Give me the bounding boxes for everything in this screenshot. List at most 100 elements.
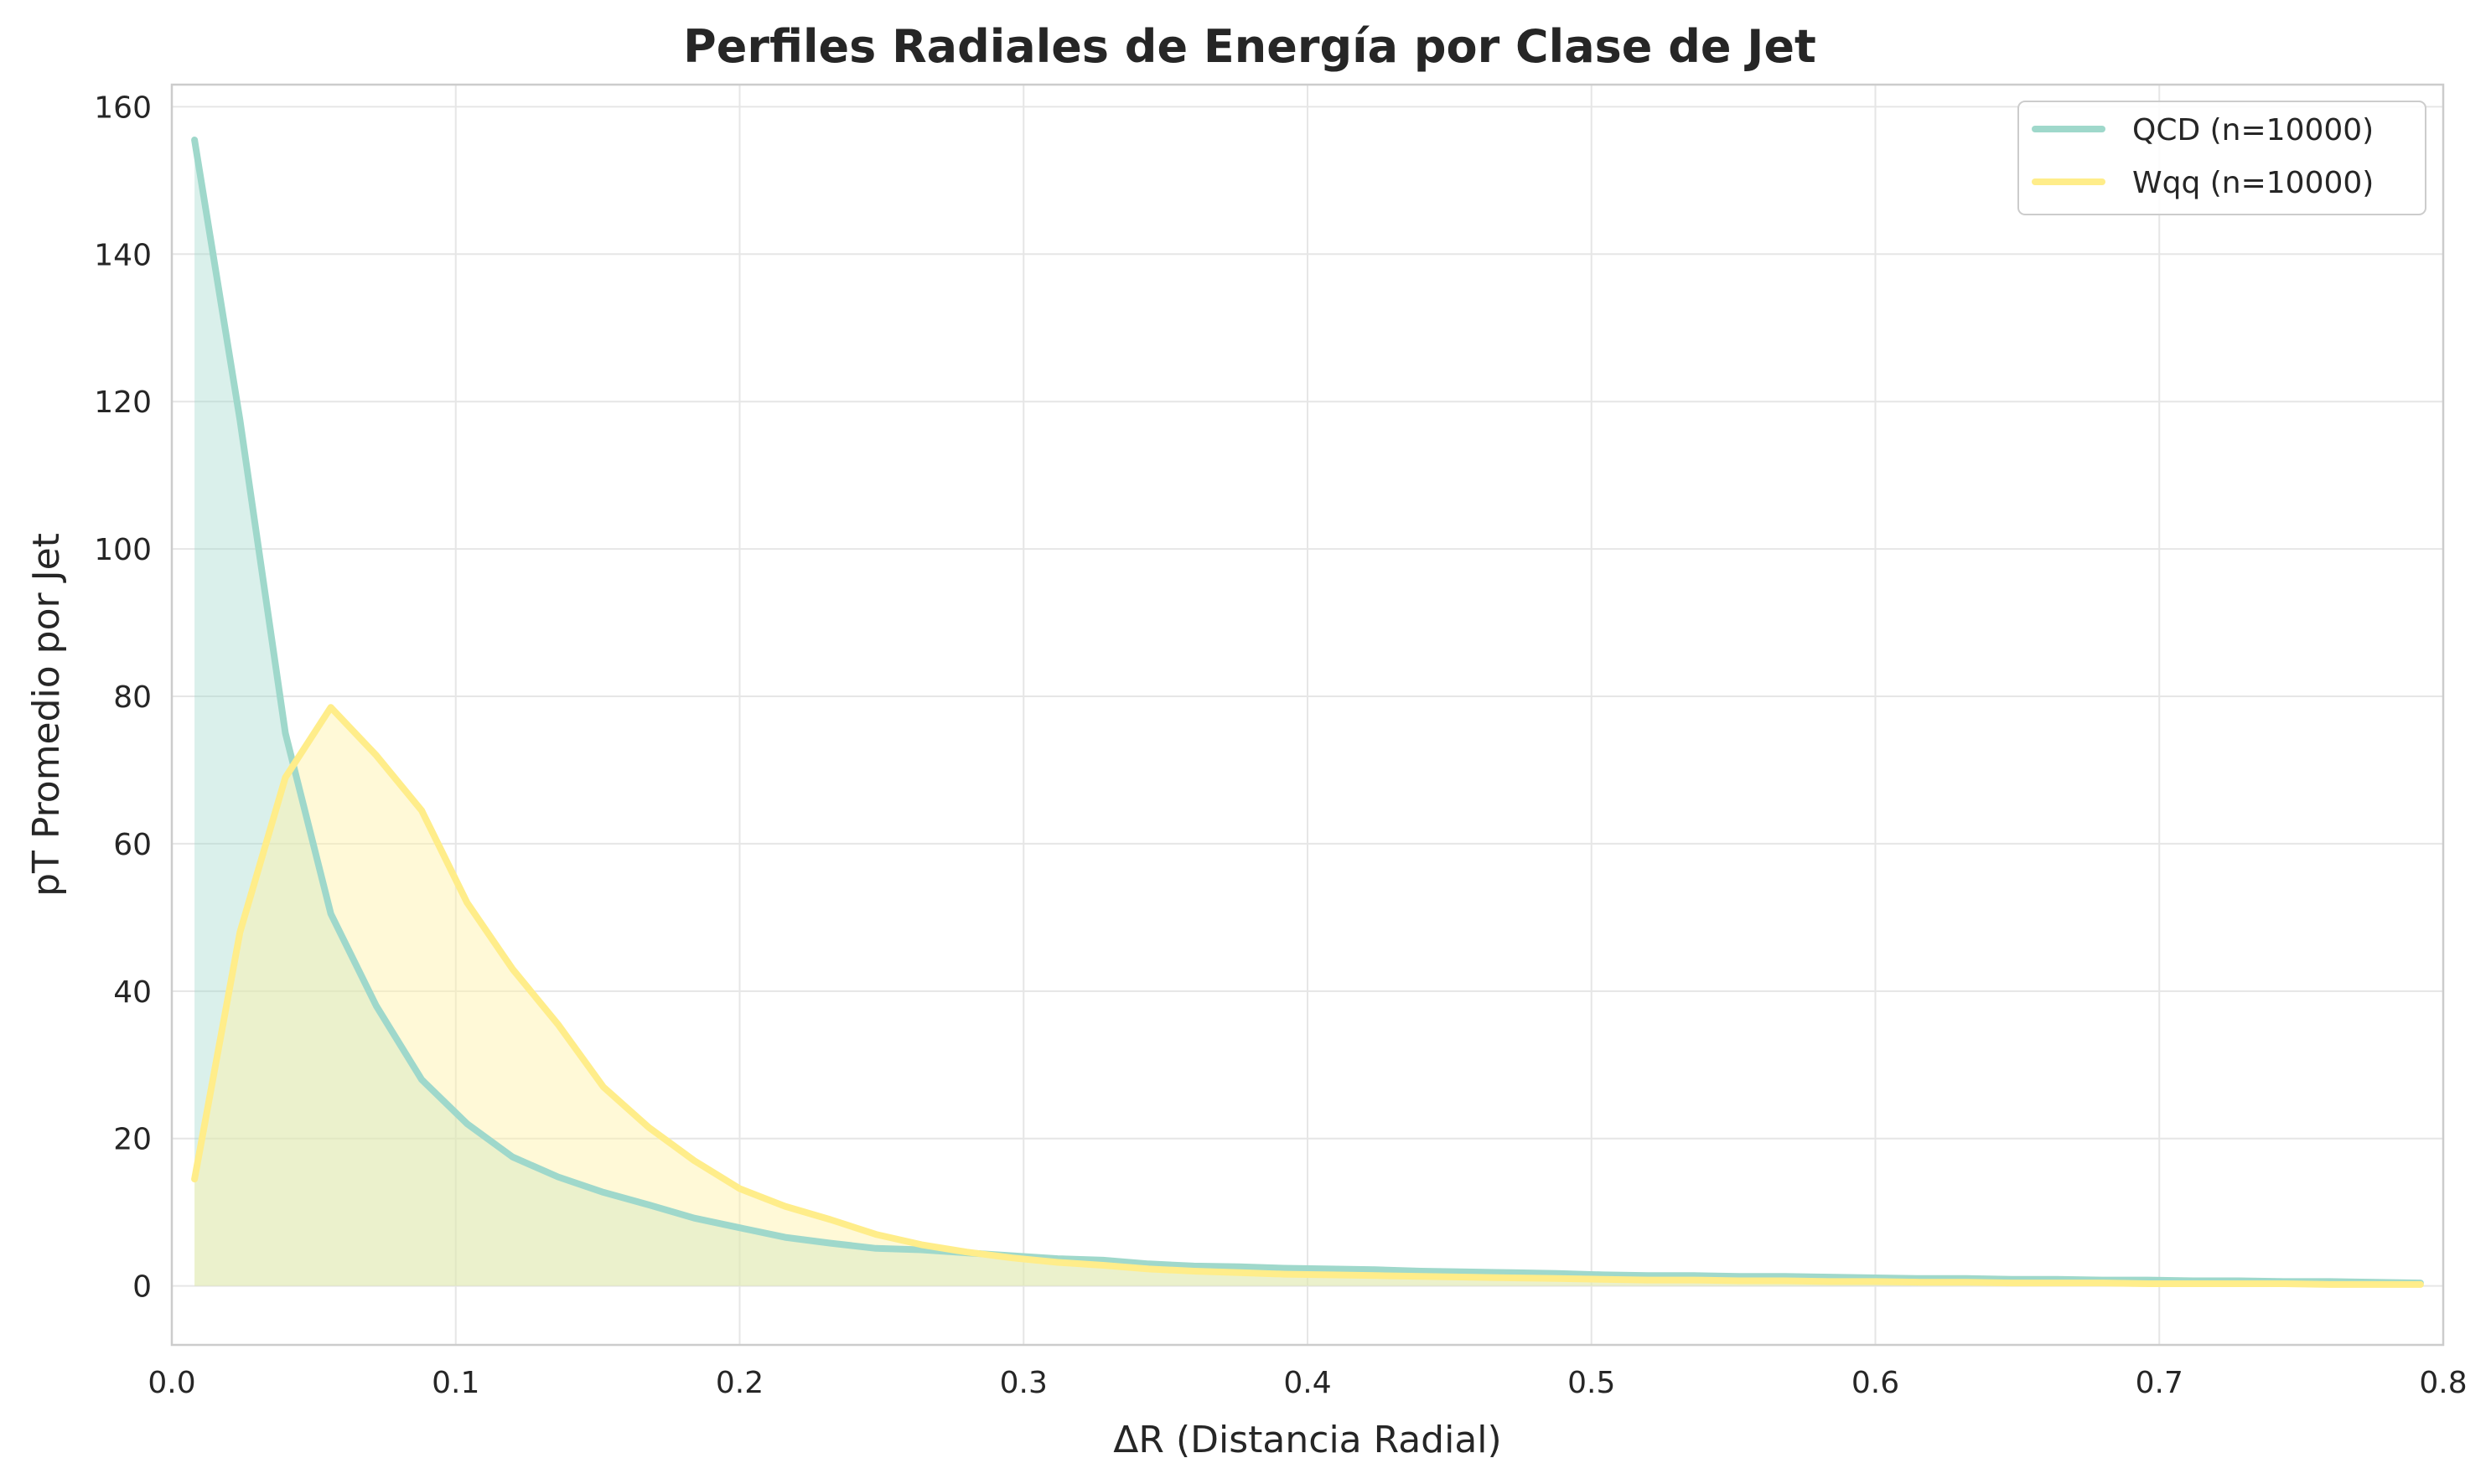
x-tick-label: 0.4 <box>1283 1366 1331 1400</box>
grid <box>171 85 2444 1345</box>
x-tick-label: 0.2 <box>716 1366 764 1400</box>
data-point <box>1419 1269 1424 1274</box>
data-point <box>1827 1279 1832 1284</box>
data-point <box>1010 1255 1015 1260</box>
data-point <box>738 1187 743 1192</box>
data-point <box>1373 1267 1378 1272</box>
data-point <box>1919 1280 1924 1285</box>
data-point <box>1055 1260 1060 1265</box>
data-point <box>1510 1275 1515 1280</box>
data-point <box>1510 1270 1515 1275</box>
data-point <box>237 930 242 935</box>
y-tick-label: 80 <box>113 680 152 715</box>
y-tick-label: 140 <box>94 238 152 272</box>
data-point <box>374 1003 379 1008</box>
data-point <box>1146 1266 1151 1271</box>
data-point <box>1192 1269 1197 1274</box>
data-point <box>828 1218 833 1223</box>
data-point <box>192 1176 197 1182</box>
data-point <box>556 1021 561 1026</box>
legend: QCD (n=10000) Wqq (n=10000) <box>2017 101 2426 215</box>
data-point <box>1782 1279 1787 1284</box>
data-point <box>329 705 334 710</box>
data-point <box>419 1077 424 1082</box>
data-point <box>1464 1275 1469 1280</box>
y-tick-label: 100 <box>94 533 152 567</box>
data-point <box>510 1155 515 1160</box>
data-point <box>783 1204 788 1209</box>
data-point <box>828 1241 833 1246</box>
data-point <box>1328 1272 1333 1277</box>
data-point <box>329 912 334 917</box>
data-point <box>601 1190 606 1195</box>
data-point <box>2373 1282 2378 1287</box>
y-tick-label: 20 <box>113 1123 152 1157</box>
plot-frame <box>170 83 2445 1347</box>
data-point <box>192 137 197 142</box>
data-point <box>283 775 288 780</box>
x-tick-label: 0.5 <box>1567 1366 1615 1400</box>
legend-label-2: Wqq (n=10000) <box>2132 166 2374 200</box>
data-point <box>1600 1277 1605 1282</box>
data-point <box>2191 1281 2196 1286</box>
data-point <box>1282 1272 1287 1277</box>
data-point <box>873 1246 878 1251</box>
data-point <box>2328 1282 2333 1287</box>
data-point <box>783 1235 788 1240</box>
data-point <box>2100 1280 2105 1285</box>
x-tick-label: 0.0 <box>148 1366 195 1400</box>
data-point <box>1646 1278 1651 1283</box>
data-point <box>965 1249 970 1254</box>
data-point <box>601 1084 606 1089</box>
series-area-2 <box>194 707 2421 1286</box>
data-point <box>646 1125 651 1130</box>
data-point <box>873 1232 878 1237</box>
data-point <box>691 1158 697 1163</box>
y-tick-label: 160 <box>94 90 152 125</box>
plot-area <box>170 83 2445 1347</box>
data-point <box>1237 1264 1242 1269</box>
data-point <box>2418 1282 2423 1287</box>
data-point <box>1737 1279 1742 1284</box>
x-tick-label: 0.8 <box>2419 1366 2467 1400</box>
data-point <box>1100 1263 1106 1268</box>
data-point <box>283 731 288 736</box>
data-point <box>1691 1278 1696 1283</box>
x-tick-label: 0.7 <box>2136 1366 2183 1400</box>
x-tick-label: 0.1 <box>432 1366 479 1400</box>
y-axis-label: pT Promedio por Jet <box>25 533 68 897</box>
data-point <box>464 900 469 905</box>
y-tick-label: 60 <box>113 828 152 862</box>
data-point <box>1419 1274 1424 1279</box>
data-point <box>2009 1280 2014 1285</box>
data-point <box>1373 1273 1378 1278</box>
data-point <box>1555 1276 1560 1281</box>
chart-title: Perfiles Radiales de Energía por Clase d… <box>683 20 1816 73</box>
x-tick-label: 0.6 <box>1851 1366 1899 1400</box>
data-point <box>2146 1281 2151 1286</box>
data-point <box>510 966 515 971</box>
data-point <box>919 1242 924 1247</box>
data-point <box>691 1216 697 1221</box>
data-point <box>2054 1280 2059 1285</box>
legend-box <box>2017 101 2426 215</box>
series-line-1 <box>191 137 2424 1287</box>
data-point <box>1464 1269 1469 1275</box>
y-tick-label: 120 <box>94 385 152 420</box>
data-point <box>1964 1280 1969 1285</box>
data-point <box>2236 1281 2241 1286</box>
series-area-1 <box>194 140 2421 1286</box>
data-point <box>556 1175 561 1180</box>
legend-label-1: QCD (n=10000) <box>2132 113 2374 147</box>
data-point <box>1282 1266 1287 1271</box>
data-point <box>237 417 242 422</box>
data-point <box>1873 1279 1878 1284</box>
y-tick-label: 0 <box>132 1270 152 1305</box>
x-tick-label: 0.3 <box>1000 1366 1048 1400</box>
x-axis-ticks: 0.0 0.1 0.2 0.3 0.4 0.5 0.6 0.7 0.8 <box>148 1366 2467 1400</box>
x-axis-label: ΔR (Distancia Radial) <box>1113 1419 1501 1461</box>
series-line-2 <box>191 704 2424 1288</box>
data-point <box>738 1225 743 1230</box>
data-point <box>1237 1270 1242 1275</box>
